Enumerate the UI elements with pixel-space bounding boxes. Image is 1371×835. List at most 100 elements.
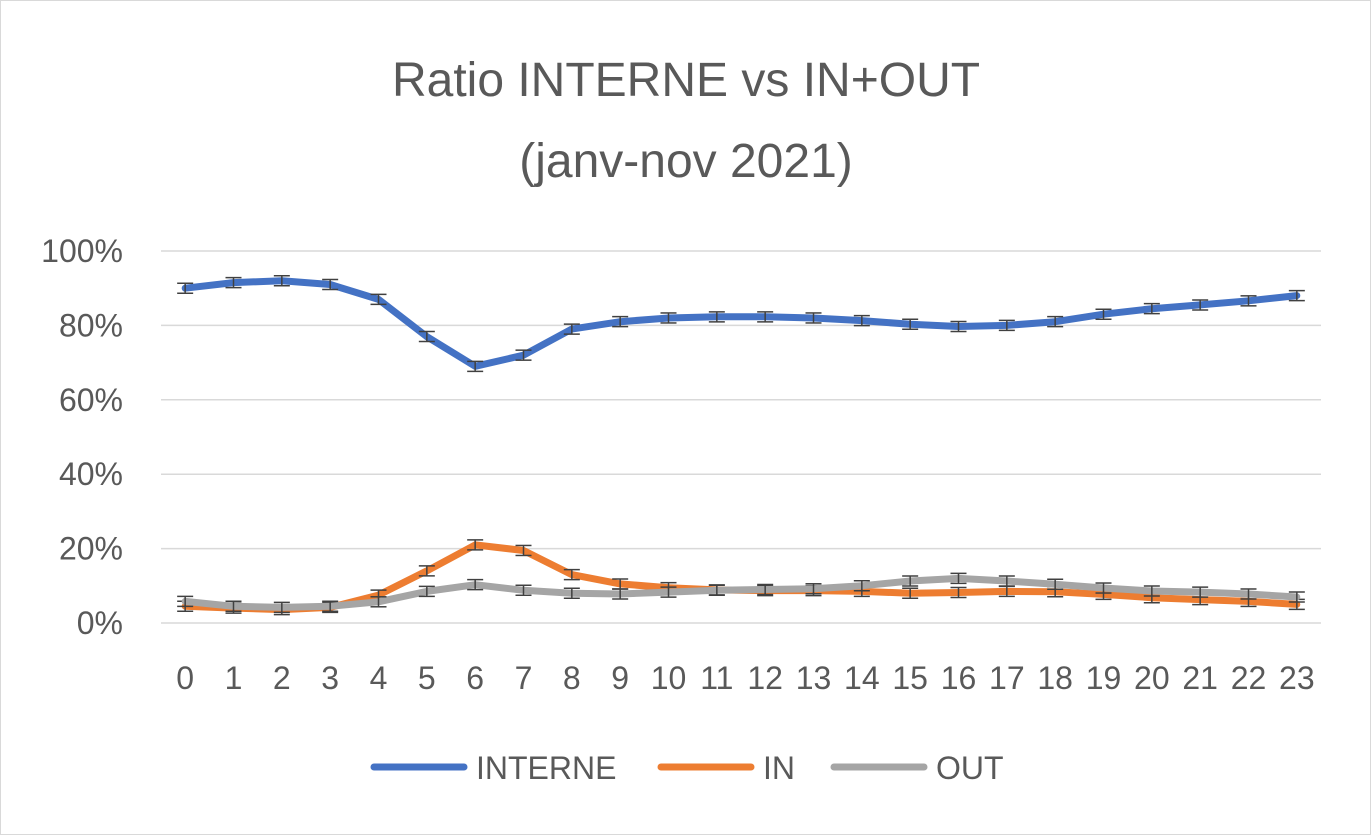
error-bar xyxy=(757,311,774,323)
error-bar xyxy=(515,349,532,361)
x-tick-label: 11 xyxy=(700,660,733,696)
error-bar xyxy=(322,600,339,613)
error-bar xyxy=(1143,302,1160,315)
y-tick-label: 60% xyxy=(59,382,123,418)
error-bar xyxy=(418,565,435,577)
error-bar xyxy=(612,588,629,600)
error-bar xyxy=(660,312,677,324)
error-bar xyxy=(563,568,580,581)
error-bar xyxy=(467,578,484,591)
error-bar xyxy=(1143,585,1160,597)
error-bar xyxy=(225,276,242,289)
error-bar xyxy=(1192,586,1209,598)
error-bar xyxy=(1095,308,1112,320)
error-bar xyxy=(902,575,919,587)
x-tick-label: 13 xyxy=(796,660,832,696)
y-tick-label: 20% xyxy=(59,531,123,567)
error-bar xyxy=(563,587,580,599)
error-bar xyxy=(708,584,725,597)
x-tick-label: 20 xyxy=(1134,660,1170,696)
x-tick-label: 17 xyxy=(989,660,1025,696)
series-lines xyxy=(177,275,1305,616)
error-bar xyxy=(1047,315,1064,328)
error-bar xyxy=(467,360,484,373)
x-tick-label: 0 xyxy=(176,660,194,696)
error-bar xyxy=(1095,582,1112,594)
error-bar xyxy=(757,583,774,596)
error-bar xyxy=(177,282,194,294)
x-tick-label: 18 xyxy=(1037,660,1073,696)
error-bar xyxy=(1047,578,1064,591)
x-tick-label: 22 xyxy=(1231,660,1267,696)
series-line-out xyxy=(181,574,1301,611)
x-tick-label: 8 xyxy=(563,660,581,696)
error-bar xyxy=(902,587,919,599)
error-bar xyxy=(225,600,242,613)
x-tick-label: 12 xyxy=(747,660,783,696)
x-tick-label: 6 xyxy=(466,660,484,696)
error-bar xyxy=(853,314,870,327)
x-tick-label: 10 xyxy=(651,660,687,696)
x-tick-label: 23 xyxy=(1279,660,1315,696)
legend-label: INTERNE xyxy=(476,750,616,786)
error-bar xyxy=(177,595,194,608)
error-bar xyxy=(1288,289,1305,302)
error-bar xyxy=(322,278,339,291)
x-tick-label: 5 xyxy=(418,660,436,696)
y-tick-label: 100% xyxy=(41,233,123,269)
error-bar xyxy=(998,575,1015,587)
error-bar xyxy=(805,312,822,324)
error-bar xyxy=(902,318,919,331)
error-bar xyxy=(273,275,290,287)
y-tick-label: 80% xyxy=(59,307,123,343)
y-axis-ticks: 0% 20% 40% 60% 80% 100% xyxy=(41,233,123,641)
legend-item-in: IN xyxy=(657,750,795,786)
error-bar xyxy=(515,584,532,597)
error-bar xyxy=(853,580,870,592)
x-tick-label: 7 xyxy=(515,660,533,696)
error-bar xyxy=(660,586,677,598)
x-tick-label: 1 xyxy=(225,660,243,696)
error-bar xyxy=(273,601,290,614)
x-tick-label: 16 xyxy=(941,660,977,696)
series-interne xyxy=(177,275,1305,373)
x-tick-label: 2 xyxy=(273,660,291,696)
legend-item-out: OUT xyxy=(830,750,1004,786)
x-tick-label: 3 xyxy=(321,660,339,696)
legend-label: IN xyxy=(763,750,795,786)
legend: INTERNE IN OUT xyxy=(370,750,1004,786)
error-bar xyxy=(998,319,1015,332)
chart-title-line-1: Ratio INTERNE vs IN+OUT xyxy=(392,54,980,107)
error-bar xyxy=(1288,591,1305,603)
y-tick-label: 40% xyxy=(59,456,123,492)
error-bar xyxy=(370,596,387,608)
legend-item-interne: INTERNE xyxy=(370,750,616,786)
error-bar xyxy=(418,585,435,598)
chart-title-line-2: (janv-nov 2021) xyxy=(519,135,853,188)
error-bar xyxy=(950,572,967,585)
error-bar xyxy=(612,315,629,328)
error-bar xyxy=(950,586,967,599)
x-tick-label: 4 xyxy=(370,660,388,696)
error-bar xyxy=(1240,295,1257,307)
error-bar xyxy=(370,293,387,306)
error-bar xyxy=(515,544,532,557)
error-bar xyxy=(418,330,435,343)
y-tick-label: 0% xyxy=(77,605,123,641)
x-tick-label: 14 xyxy=(844,660,880,696)
x-axis-ticks: 0 1 2 3 4 5 6 7 8 9 10 11 12 13 14 15 16 17 18 19 20 21 22 23 xyxy=(176,660,1314,696)
series-line-interne xyxy=(181,277,1301,370)
gridlines xyxy=(161,250,1321,624)
x-tick-label: 19 xyxy=(1086,660,1122,696)
legend-label: OUT xyxy=(936,750,1004,786)
x-tick-label: 15 xyxy=(892,660,928,696)
series-out xyxy=(177,572,1305,614)
error-bar xyxy=(1240,588,1257,600)
series-line-in xyxy=(181,541,1301,614)
x-tick-label: 21 xyxy=(1182,660,1218,696)
error-bar xyxy=(708,311,725,323)
x-tick-label: 9 xyxy=(611,660,629,696)
error-bar xyxy=(563,323,580,335)
error-bar xyxy=(950,320,967,333)
